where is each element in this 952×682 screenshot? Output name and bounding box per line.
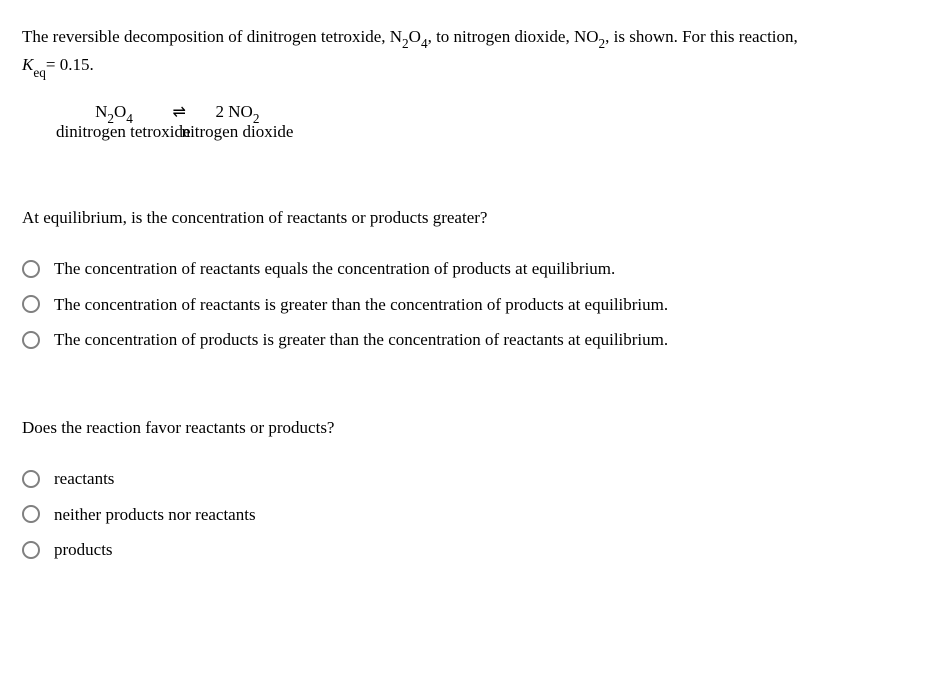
intro-text: O <box>409 27 421 46</box>
option-label: The concentration of reactants equals th… <box>54 256 615 282</box>
radio-icon[interactable] <box>22 470 40 488</box>
reactant-label: dinitrogen tetroxide <box>56 122 191 141</box>
keq-k: K <box>22 55 33 74</box>
option-row[interactable]: products <box>22 537 930 563</box>
equation-labels: dinitrogen tetroxidenitrogen dioxide <box>56 119 293 145</box>
option-row[interactable]: The concentration of products is greater… <box>22 327 930 353</box>
intro-text: The reversible decomposition of dinitrog… <box>22 27 402 46</box>
option-label: products <box>54 537 113 563</box>
option-row[interactable]: The concentration of reactants equals th… <box>22 256 930 282</box>
intro-sub: 4 <box>421 36 428 51</box>
equation-block: N2O4 ⇌ 2 NO2 dinitrogen tetroxidenitroge… <box>72 99 930 147</box>
option-label: reactants <box>54 466 114 492</box>
option-row[interactable]: reactants <box>22 466 930 492</box>
option-row[interactable]: The concentration of reactants is greate… <box>22 292 930 318</box>
radio-icon[interactable] <box>22 541 40 559</box>
keq-sub: eq <box>33 65 46 80</box>
radio-icon[interactable] <box>22 331 40 349</box>
intro-sub: 2 <box>402 36 409 51</box>
option-label: The concentration of products is greater… <box>54 327 668 353</box>
option-row[interactable]: neither products nor reactants <box>22 502 930 528</box>
keq-value: = 0.15. <box>46 55 94 74</box>
intro-text: , to nitrogen dioxide, NO <box>428 27 599 46</box>
question-2-options: reactants neither products nor reactants… <box>22 466 930 563</box>
product-label: nitrogen dioxide <box>182 122 294 141</box>
question-1-options: The concentration of reactants equals th… <box>22 256 930 353</box>
option-label: neither products nor reactants <box>54 502 256 528</box>
radio-icon[interactable] <box>22 260 40 278</box>
question-2-text: Does the reaction favor reactants or pro… <box>22 415 930 441</box>
radio-icon[interactable] <box>22 505 40 523</box>
option-label: The concentration of reactants is greate… <box>54 292 668 318</box>
question-1-text: At equilibrium, is the concentration of … <box>22 205 930 231</box>
intro-sub: 2 <box>599 36 606 51</box>
radio-icon[interactable] <box>22 295 40 313</box>
intro-paragraph: The reversible decomposition of dinitrog… <box>22 24 930 81</box>
intro-text: , is shown. For this reaction, <box>605 27 798 46</box>
